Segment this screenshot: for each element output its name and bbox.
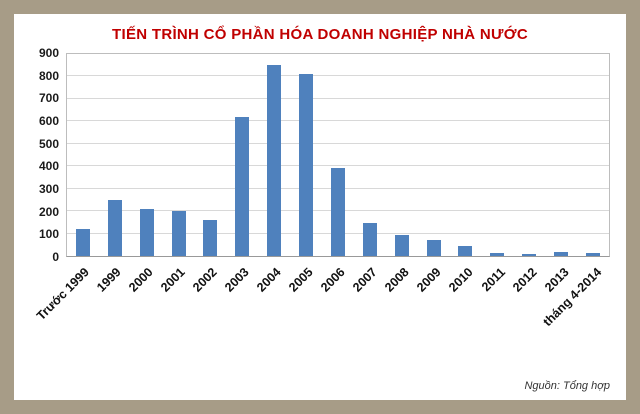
bar-column — [418, 54, 450, 256]
y-tick-label: 200 — [38, 204, 59, 219]
bar — [394, 234, 409, 256]
bar-column — [322, 54, 354, 256]
x-tick-label: 2004 — [254, 265, 284, 295]
x-tick-label: Trước 1999 — [33, 265, 92, 323]
bar-column — [450, 54, 482, 256]
x-axis-labels: Trước 1999 1999 2000 2001 2002 2003 2004 2005 20… — [34, 257, 610, 343]
bar — [171, 211, 186, 256]
bar-column — [163, 54, 195, 256]
y-tick-label: 0 — [52, 250, 59, 264]
gridline — [67, 165, 609, 167]
x-tick-label: 2012 — [510, 265, 540, 295]
y-tick-label: 400 — [38, 159, 59, 174]
y-tick-label: 700 — [38, 91, 59, 106]
bar — [522, 253, 537, 256]
bar-column — [386, 54, 418, 256]
chart-panel: TIẾN TRÌNH CỔ PHẦN HÓA DOANH NGHIỆP NHÀ … — [14, 14, 626, 400]
gridline — [67, 75, 609, 77]
gridline — [67, 120, 609, 122]
chart-title: TIẾN TRÌNH CỔ PHẦN HÓA DOANH NGHIỆP NHÀ … — [112, 26, 528, 43]
bar — [490, 252, 505, 256]
x-tick-label: 2000 — [126, 265, 156, 295]
x-tick-label: 2006 — [318, 265, 348, 295]
x-tick-label: 2002 — [190, 265, 220, 295]
bar — [107, 199, 122, 256]
bar — [267, 65, 282, 256]
bars-container — [67, 54, 609, 256]
bar — [75, 229, 90, 256]
bar-column — [577, 54, 609, 256]
x-tick-label: 2005 — [286, 265, 316, 295]
bar-column — [131, 54, 163, 256]
x-tick-label: 2003 — [222, 265, 252, 295]
bar — [585, 252, 600, 256]
bar — [554, 251, 569, 256]
bar-column — [290, 54, 322, 256]
bar — [299, 74, 314, 256]
y-tick-label: 500 — [38, 136, 59, 151]
bar-column — [513, 54, 545, 256]
bar-column — [99, 54, 131, 256]
y-tick-label: 900 — [38, 46, 59, 60]
x-tick-label: 2007 — [350, 265, 380, 295]
y-axis: 900 800 700 600 500 400 300 200 100 0 — [20, 46, 66, 264]
x-tick-label: 2001 — [158, 265, 188, 295]
y-tick-label: 100 — [38, 227, 59, 242]
bar — [330, 168, 345, 256]
x-tick-label: 1999 — [94, 265, 124, 295]
y-tick-label: 300 — [38, 181, 59, 196]
bar-column — [195, 54, 227, 256]
gridline — [67, 142, 609, 144]
gridline — [67, 97, 609, 99]
bar — [458, 245, 473, 256]
x-tick-label: 2009 — [414, 265, 444, 295]
bar-column — [481, 54, 513, 256]
y-tick-label: 800 — [38, 68, 59, 83]
y-tick-label: 600 — [38, 113, 59, 128]
bar — [235, 116, 250, 256]
bar — [362, 223, 377, 256]
bar-column — [226, 54, 258, 256]
bar-chart: 900 800 700 600 500 400 300 200 100 0 Trước 1999 1… — [20, 46, 610, 343]
source-note: Nguồn: Tổng hợp — [524, 380, 610, 392]
bar-column — [258, 54, 290, 256]
x-tick-label: 2010 — [446, 265, 476, 295]
bar — [139, 208, 154, 256]
plot-area — [66, 53, 610, 257]
x-tick-label: 2011 — [478, 265, 508, 295]
bar — [426, 240, 441, 256]
x-tick-label: 2008 — [382, 265, 412, 295]
bar-column — [67, 54, 99, 256]
bar — [203, 220, 218, 256]
bar-column — [354, 54, 386, 256]
bar-column — [545, 54, 577, 256]
